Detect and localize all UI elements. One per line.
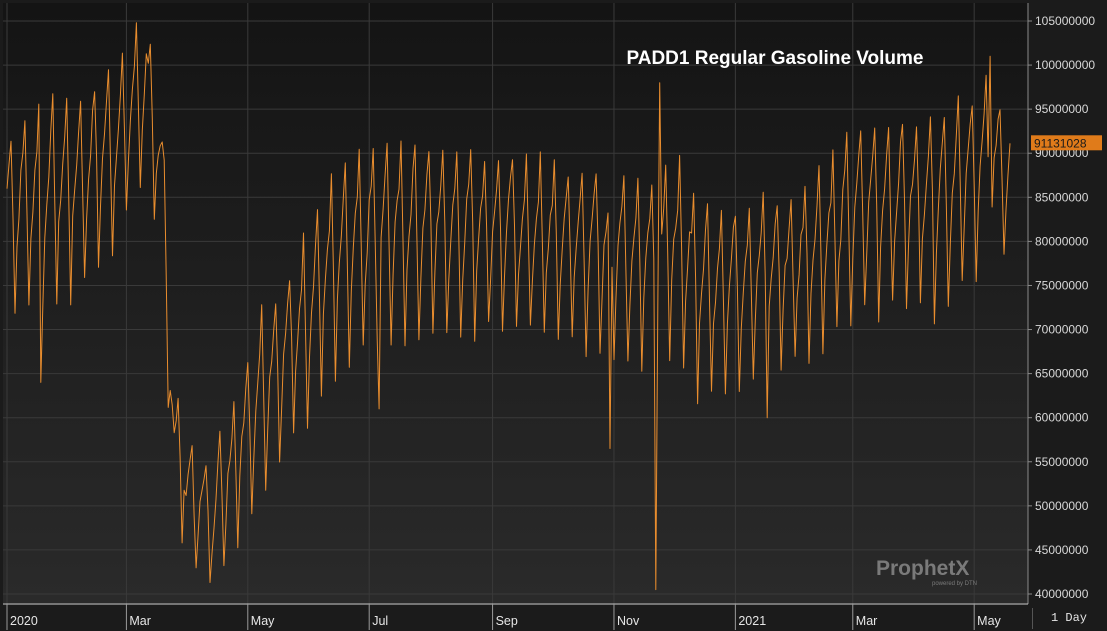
y-tick-label: 95000000 (1035, 102, 1089, 116)
gridlines (3, 3, 1028, 604)
y-tick-label: 75000000 (1035, 278, 1089, 292)
x-axis[interactable]: 2020 Mar May Jul Sep Nov 2021 Mar May (6, 604, 1002, 630)
x-tick-label: Nov (617, 614, 640, 628)
y-axis[interactable]: 40000000 45000000 50000000 55000000 60000000… (1028, 14, 1095, 601)
x-tick-label: Jul (372, 614, 388, 628)
last-value-marker: 91131028 (1031, 135, 1102, 151)
x-tick-label: May (251, 614, 275, 628)
plot-area[interactable] (3, 3, 1028, 603)
y-tick-label: 105000000 (1035, 14, 1095, 28)
x-tick-label: Mar (856, 614, 878, 628)
series-layer (6, 22, 1011, 591)
chart-title: PADD1 Regular Gasoline Volume (626, 48, 923, 69)
x-tick-label: May (977, 614, 1001, 628)
y-tick-label: 80000000 (1035, 234, 1089, 248)
brand-name: ProphetX (876, 557, 969, 580)
y-tick-label: 45000000 (1035, 543, 1089, 557)
last-value-label: 91131028 (1034, 136, 1087, 150)
series-line (6, 22, 1011, 591)
brand-logo: ProphetX powered by DTN (876, 557, 977, 587)
y-tick-label: 50000000 (1035, 499, 1089, 513)
y-tick-label: 85000000 (1035, 190, 1089, 204)
y-tick-label: 55000000 (1035, 455, 1089, 469)
x-tick-label: Mar (129, 614, 151, 628)
x-tick-label: Sep (496, 614, 518, 628)
y-tick-label: 60000000 (1035, 411, 1089, 425)
x-tick-label: 2021 (738, 614, 766, 628)
y-tick-label: 70000000 (1035, 323, 1089, 337)
x-tick-label: 2020 (10, 614, 38, 628)
interval-selector[interactable]: 1 Day (1032, 608, 1105, 629)
y-tick-label: 65000000 (1035, 367, 1089, 381)
y-tick-label: 40000000 (1035, 587, 1089, 601)
y-tick-label: 100000000 (1035, 58, 1095, 72)
last-value-box (1031, 135, 1102, 151)
brand-sub: powered by DTN (932, 581, 977, 587)
